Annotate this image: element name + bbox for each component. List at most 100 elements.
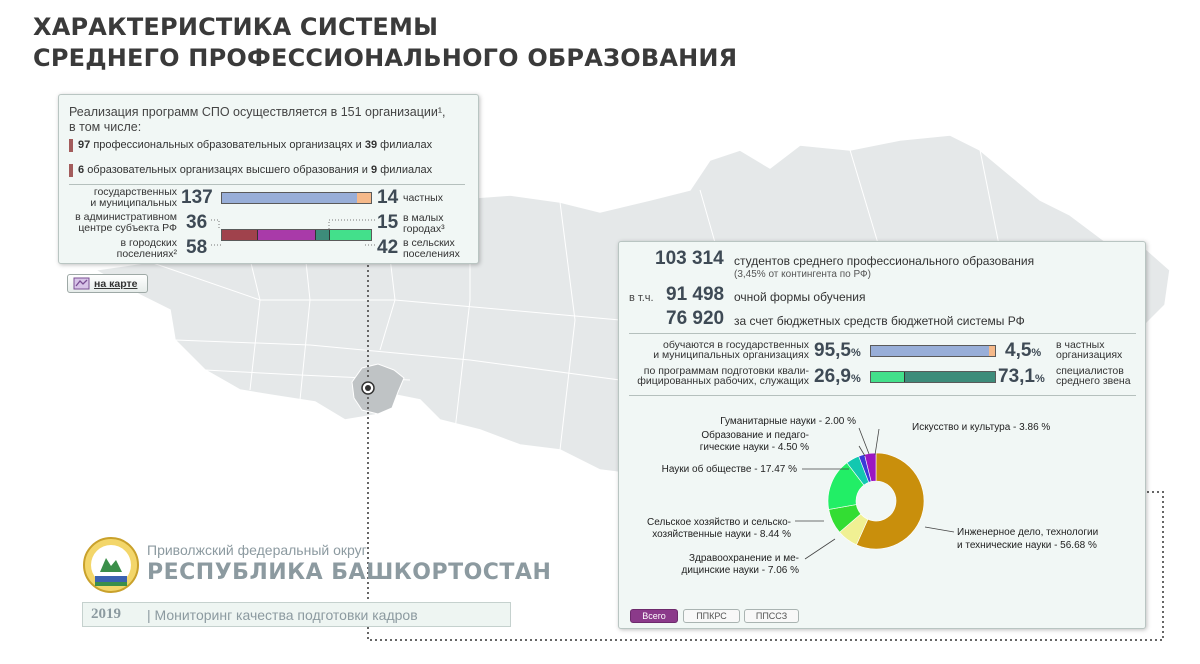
students-total: 103 314: [655, 248, 724, 269]
small-towns-label-1: в малых: [403, 212, 444, 224]
private-orgs-value: 14: [377, 187, 399, 208]
label-humanities: Гуманитарные науки - 2.00 %: [720, 416, 856, 427]
private-students-label-1: в частных: [1056, 339, 1105, 351]
label-education-1: Образование и педаго-: [701, 429, 809, 441]
region-name: РЕСПУБЛИКА БАШКОРТОСТАН: [147, 560, 552, 585]
workers-pct: 26,9%: [814, 366, 861, 387]
divider: [69, 184, 465, 185]
org-item-2-text: образовательных организацях высшего обра…: [87, 164, 368, 176]
tab-total[interactable]: Всего: [630, 609, 678, 623]
urban-label-2: поселениях²: [116, 248, 177, 260]
map-icon: [73, 277, 90, 290]
tab-ppssz[interactable]: ППССЗ: [744, 609, 799, 623]
students-total-label: студентов среднего профессионального обр…: [734, 254, 1035, 268]
label-engineering-2: и технические науки - 56.68 %: [957, 540, 1097, 551]
small-towns-segment: [314, 230, 330, 240]
org-item-2-text-2: филиалах: [380, 164, 433, 176]
state-private-bar: [221, 192, 372, 204]
label-education-2: гические науки - 4.50 %: [700, 442, 809, 453]
divider: [629, 395, 1136, 396]
private-students-segment: [989, 346, 995, 356]
fulltime-label: очной формы обучения: [734, 290, 866, 304]
footer-bar: 2019 | Мониторинг качества подготовки ка…: [82, 602, 511, 627]
org-item-1-text: профессиональных образовательных организ…: [93, 139, 362, 151]
divider: [629, 333, 1136, 334]
state-students-label-1: обучаются в государственных: [662, 339, 809, 351]
donut-slice[interactable]: [856, 452, 925, 550]
org-item-2: 6 образовательных организацях высшего об…: [78, 164, 432, 176]
label-engineering-1: Инженерное дело, технологии: [957, 527, 1098, 538]
workers-specialists-bar: [870, 371, 996, 383]
small-towns-value: 15: [377, 212, 399, 233]
workers-label-1: по программам подготовки квали-: [643, 365, 809, 377]
private-orgs-segment: [357, 193, 371, 203]
specialists-label-2: среднего звена: [1056, 375, 1131, 387]
org-intro-line-2: в том числе:: [69, 120, 142, 134]
students-card: 103 314 студентов среднего профессиональ…: [618, 241, 1146, 629]
organizations-card: Реализация программ СПО осуществляется в…: [58, 94, 479, 264]
rural-label-1: в сельских: [403, 237, 455, 249]
label-social: Науки об обществе - 17.47 %: [662, 463, 797, 475]
monitoring-title: | Мониторинг качества подготовки кадров: [147, 607, 418, 623]
list-marker: [69, 164, 73, 177]
incl-prefix: в т.ч.: [629, 292, 654, 304]
page-title: ХАРАКТЕРИСТИКА СИСТЕМЫ СРЕДНЕГО ПРОФЕССИ…: [33, 12, 737, 74]
state-private-students-bar: [870, 345, 996, 357]
rural-value: 42: [377, 237, 399, 258]
label-health-2: дицинские науки - 7.06 %: [681, 565, 799, 576]
workers-label-2: фицированных рабочих, служащих: [637, 375, 809, 387]
list-marker: [69, 139, 73, 152]
label-agri-1: Сельское хозяйство и сельско-: [647, 517, 791, 528]
rural-label-2: поселениях: [403, 248, 460, 260]
fulltime-students: 91 498: [666, 284, 725, 305]
label-health-1: Здравоохранение и ме-: [689, 553, 799, 564]
small-towns-label-2: городах³: [403, 223, 445, 235]
bashkortostan-emblem: [83, 537, 139, 593]
org-item-1-count: 97: [78, 139, 91, 151]
rural-segment: [329, 230, 371, 240]
location-bar: [221, 229, 372, 241]
leader-lines: [795, 427, 955, 560]
workers-segment: [871, 372, 905, 382]
label-agri-2: хозяйственные науки - 8.44 %: [652, 529, 791, 540]
specialists-pct: 73,1%: [998, 366, 1045, 387]
show-on-map-label: на карте: [94, 278, 138, 290]
state-students-pct: 95,5%: [814, 340, 861, 361]
label-art: Искусство и культура - 3.86 %: [912, 422, 1050, 433]
admin-center-label-1: в административном: [75, 211, 177, 223]
state-orgs-label-1: государственных: [93, 186, 177, 198]
state-students-label-2: и муниципальных организациях: [653, 349, 809, 361]
page-title-line-2: СРЕДНЕГО ПРОФЕССИОНАЛЬНОГО ОБРАЗОВАНИЯ: [33, 44, 738, 72]
admin-center-label-2: центре субъекта РФ: [78, 222, 177, 234]
private-students-label-2: организациях: [1056, 349, 1123, 361]
state-orgs-label-2: и муниципальных: [90, 197, 177, 209]
donut-slice[interactable]: [864, 452, 877, 482]
org-intro-line-1: Реализация программ СПО осуществляется в…: [69, 105, 446, 119]
show-on-map-button[interactable]: на карте: [67, 274, 148, 293]
page-title-line-1: ХАРАКТЕРИСТИКА СИСТЕМЫ: [33, 13, 439, 41]
bashkortostan-region: [351, 363, 405, 415]
private-students-pct: 4,5%: [1005, 340, 1042, 361]
monitoring-year: 2019: [91, 606, 121, 622]
org-item-1-branches: 39: [364, 139, 378, 151]
org-item-2-branches: 9: [371, 164, 378, 176]
org-item-1-text-2: филиалах: [380, 139, 433, 151]
donut-slices: [827, 452, 925, 550]
bar-connectors: [211, 219, 375, 246]
urban-value: 58: [186, 237, 208, 258]
specialists-label-1: специалистов: [1056, 365, 1124, 377]
state-orgs-segment: [222, 193, 358, 203]
tab-ppkrs[interactable]: ППКРС: [683, 609, 740, 623]
budget-label: за счет бюджетных средств бюджетной сист…: [734, 314, 1025, 328]
specialists-segment: [904, 372, 995, 382]
private-orgs-label: частных: [403, 192, 443, 204]
admin-center-value: 36: [186, 212, 208, 233]
connector-right: [367, 397, 1164, 641]
admin-center-segment: [222, 230, 258, 240]
org-item-1: 97 профессиональных образовательных орга…: [78, 139, 432, 151]
urban-label-1: в городских: [120, 237, 177, 249]
budget-students: 76 920: [666, 308, 725, 329]
state-orgs-value: 137: [181, 187, 213, 208]
state-students-segment: [871, 346, 990, 356]
federal-district: Приволжский федеральный округ: [147, 542, 367, 558]
